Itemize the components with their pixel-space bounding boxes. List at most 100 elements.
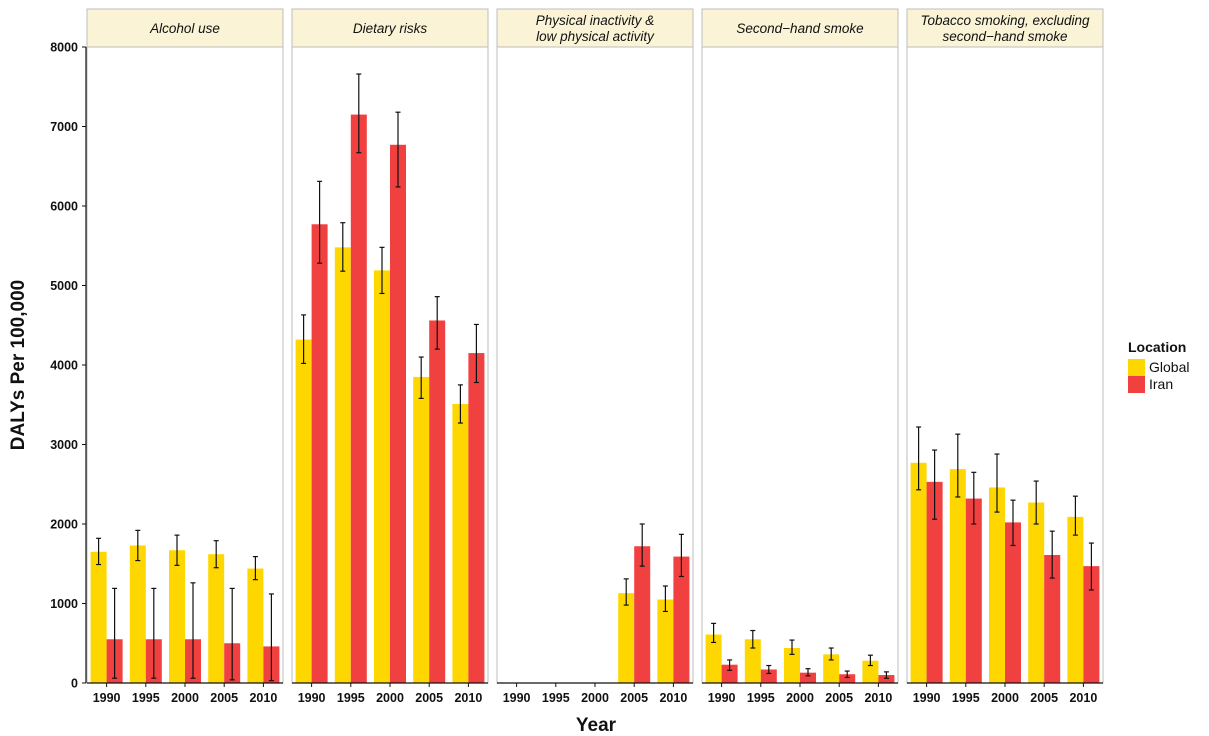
error-bar (96, 537, 102, 566)
bar (1067, 516, 1084, 683)
error-bar (1072, 495, 1078, 536)
facet-label: Dietary risks (353, 21, 428, 36)
bar (129, 545, 146, 683)
error-bar (229, 587, 235, 681)
facet-label: Physical inactivity & (536, 13, 655, 28)
x-tick-label: 1995 (132, 691, 160, 705)
facet-label: Second−hand smoke (736, 21, 863, 36)
error-bar (844, 670, 850, 679)
bar (634, 546, 651, 683)
error-bar (252, 555, 258, 581)
bar (784, 648, 800, 683)
bar (721, 664, 738, 683)
facet-strip (906, 8, 1104, 48)
bar (989, 487, 1005, 683)
y-tick-label: 2000 (50, 518, 78, 532)
x-tick-label: 1995 (747, 691, 775, 705)
facet-panel: Alcohol use 1990 1995 2000 2005 2010 (86, 8, 284, 705)
bar (413, 376, 430, 683)
x-tick-label: 2010 (864, 691, 892, 705)
bar (862, 660, 879, 683)
error-bar (623, 578, 629, 606)
facet-panel: Dietary risks 1990 1995 2000 2005 2010 (291, 8, 489, 705)
error-bar (994, 453, 1000, 513)
error-bar (112, 587, 118, 679)
facet-panels: Alcohol use 1990 1995 2000 2005 2010 Dietary r… (86, 8, 1104, 705)
error-bar (639, 523, 645, 567)
error-bar (356, 73, 362, 154)
x-tick-label: 2005 (620, 691, 648, 705)
bar (169, 550, 185, 683)
legend-title: Location (1128, 339, 1186, 355)
x-tick-label: 2000 (581, 691, 609, 705)
facet-panel: Physical inactivity &low physical activi… (496, 8, 694, 705)
x-tick-label: 2000 (786, 691, 814, 705)
bar (452, 403, 469, 683)
facet-label: second−hand smoke (943, 29, 1068, 44)
panel-background (701, 46, 899, 684)
bar (247, 568, 264, 683)
x-tick-label: 1995 (337, 691, 365, 705)
error-bar (213, 540, 219, 569)
bar (926, 481, 943, 683)
error-bar (317, 180, 323, 264)
error-bar (916, 426, 922, 491)
error-bar (151, 587, 157, 679)
x-tick-label: 2000 (171, 691, 199, 705)
error-bar (932, 449, 938, 520)
bar (390, 144, 406, 683)
bar (350, 114, 367, 683)
bar (618, 593, 635, 683)
bar (878, 675, 895, 683)
y-tick-label: 4000 (50, 359, 78, 373)
y-tick-label: 0 (71, 677, 78, 691)
x-axis-title: Year (576, 715, 617, 736)
facet-strip (291, 8, 489, 48)
facet-strip (701, 8, 899, 48)
y-axis: 0 1000 2000 3000 4000 5000 6000 7000 8000 (50, 41, 87, 691)
facet-label: Alcohol use (149, 21, 220, 36)
bar (468, 353, 485, 683)
x-tick-label: 1990 (93, 691, 121, 705)
x-tick-label: 2000 (376, 691, 404, 705)
y-axis-title: DALYs Per 100,000 (8, 280, 29, 450)
error-bar (268, 593, 274, 682)
bar (374, 270, 390, 683)
bar (1044, 555, 1061, 683)
y-tick-label: 8000 (50, 41, 78, 55)
error-bar (457, 384, 463, 424)
legend-label: Iran (1149, 376, 1173, 392)
facet-label: low physical activity (536, 29, 655, 44)
bar (910, 462, 927, 683)
facet-panel: Second−hand smoke 1990 1995 2000 2005 2010 (701, 8, 899, 705)
error-bar (955, 433, 961, 498)
error-bar (135, 529, 141, 562)
error-bar (805, 668, 811, 677)
error-bar (971, 471, 977, 525)
error-bar (867, 654, 873, 667)
error-bar (301, 314, 307, 365)
x-tick-label: 2005 (210, 691, 238, 705)
bar (657, 599, 674, 683)
x-tick-label: 2000 (991, 691, 1019, 705)
facet-label: Tobacco smoking, excluding (920, 13, 1090, 28)
bar (1005, 522, 1021, 683)
error-bar (1033, 480, 1039, 525)
bar (949, 469, 966, 683)
bar (208, 554, 225, 683)
error-bar (727, 659, 733, 671)
y-tick-label: 6000 (50, 200, 78, 214)
legend-swatch (1128, 359, 1145, 376)
error-bar (828, 647, 834, 661)
x-tick-label: 1990 (913, 691, 941, 705)
bar (965, 498, 982, 683)
bar (800, 672, 816, 683)
bar (673, 556, 690, 683)
x-tick-label: 1990 (298, 691, 326, 705)
facet-strip (86, 8, 284, 48)
bar (334, 247, 351, 683)
x-tick-label: 1990 (708, 691, 736, 705)
